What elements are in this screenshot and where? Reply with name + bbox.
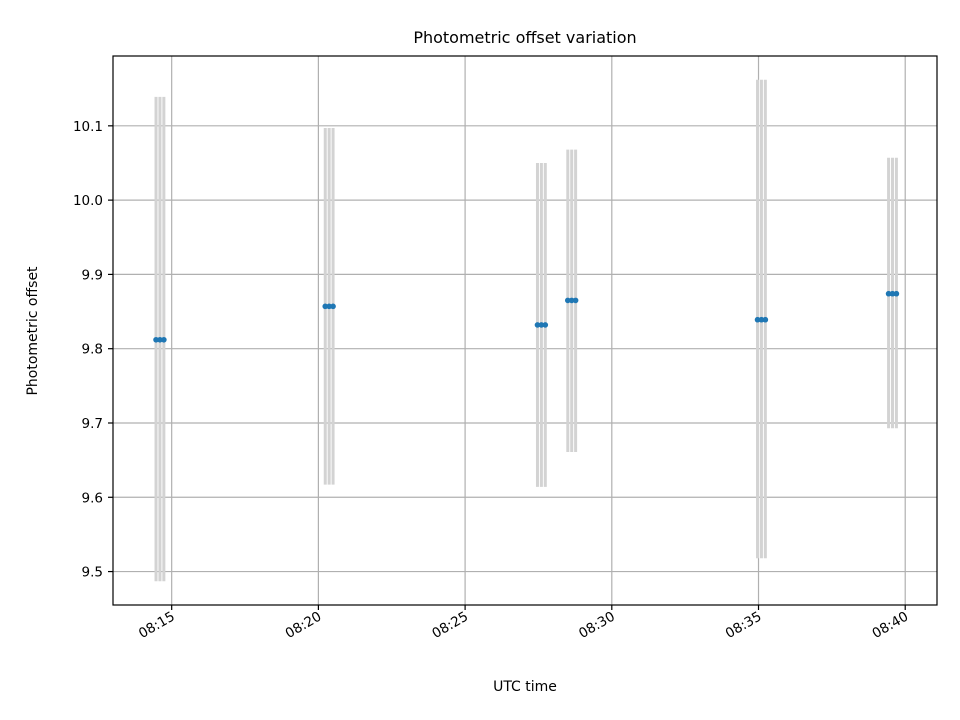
data-point [885, 290, 892, 297]
data-point [330, 303, 336, 310]
data-point [161, 336, 167, 343]
y-tick-label: 9.9 [82, 267, 103, 283]
data-points [153, 290, 900, 343]
data-point [157, 336, 163, 343]
data-point [538, 322, 545, 328]
y-tick-label: 9.5 [82, 565, 103, 581]
plot-frame [112, 55, 938, 606]
x-axis-label: UTC time [493, 679, 557, 695]
y-axis-label: Photometric offset [25, 266, 41, 396]
data-point [568, 297, 575, 304]
data-point [564, 297, 571, 304]
data-point [762, 316, 769, 323]
data-point [754, 316, 761, 323]
y-tick-label: 10.0 [73, 193, 103, 209]
data-point [534, 322, 541, 328]
data-point [758, 316, 765, 323]
y-tick-label: 9.8 [82, 342, 103, 358]
y-tick-label: 9.6 [82, 490, 103, 506]
y-tick-label: 9.7 [82, 416, 103, 432]
data-point [893, 290, 900, 297]
data-point [572, 297, 579, 304]
data-point [322, 303, 329, 310]
y-tick-label: 10.1 [73, 119, 103, 135]
data-point [326, 303, 332, 310]
data-point [153, 336, 159, 343]
data-point [889, 290, 896, 297]
data-point [542, 322, 549, 328]
chart-title: Photometric offset variation [413, 28, 636, 47]
